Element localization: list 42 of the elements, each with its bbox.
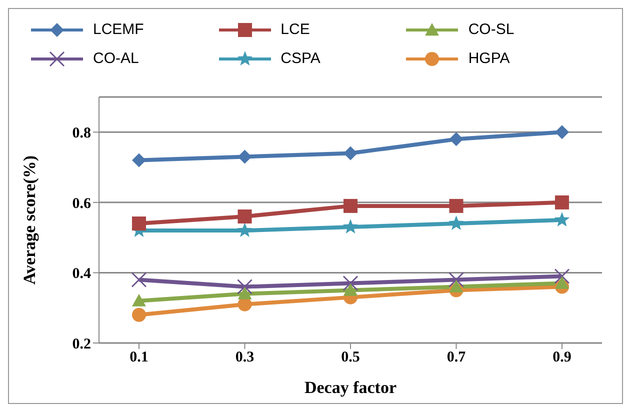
x-tick-label: 0.1 xyxy=(130,350,148,366)
point xyxy=(555,195,569,210)
y-tick-label: 0.6 xyxy=(72,196,92,212)
point xyxy=(449,132,464,146)
point xyxy=(342,276,358,292)
x-axis-title: Decay factor xyxy=(304,378,397,397)
point xyxy=(237,222,252,238)
point xyxy=(344,198,358,213)
legend-label: CO-AL xyxy=(93,50,139,67)
legend-label: CO-SL xyxy=(468,21,514,38)
y-tick-label: 0.8 xyxy=(72,125,91,142)
point xyxy=(131,272,147,288)
y-tick-label: 0.2 xyxy=(72,336,91,352)
point xyxy=(238,150,252,164)
point xyxy=(554,212,570,226)
legend-label: LCE xyxy=(280,21,310,38)
point xyxy=(132,308,146,322)
y-axis-title: Average score(%) xyxy=(20,155,40,285)
point xyxy=(132,216,146,231)
point xyxy=(132,153,146,168)
point xyxy=(449,280,464,292)
x-tick-label: 0.9 xyxy=(552,350,572,366)
legend-label: CSPA xyxy=(280,50,320,67)
point xyxy=(555,276,569,289)
point xyxy=(132,294,146,306)
point xyxy=(238,209,252,224)
point xyxy=(344,283,358,296)
point xyxy=(448,272,464,288)
legend-label: LCEMF xyxy=(93,21,144,38)
point xyxy=(237,279,252,295)
point xyxy=(555,125,569,140)
x-tick-label: 0.7 xyxy=(446,350,466,366)
point xyxy=(554,268,570,284)
point xyxy=(238,286,252,300)
point xyxy=(448,216,464,230)
point xyxy=(344,146,358,160)
x-tick-label: 0.5 xyxy=(341,350,360,366)
x-tick-label: 0.3 xyxy=(235,350,254,366)
point xyxy=(449,198,464,213)
y-tick-label: 0.4 xyxy=(72,266,92,282)
point xyxy=(342,219,358,234)
legend-label: HGPA xyxy=(468,50,510,67)
